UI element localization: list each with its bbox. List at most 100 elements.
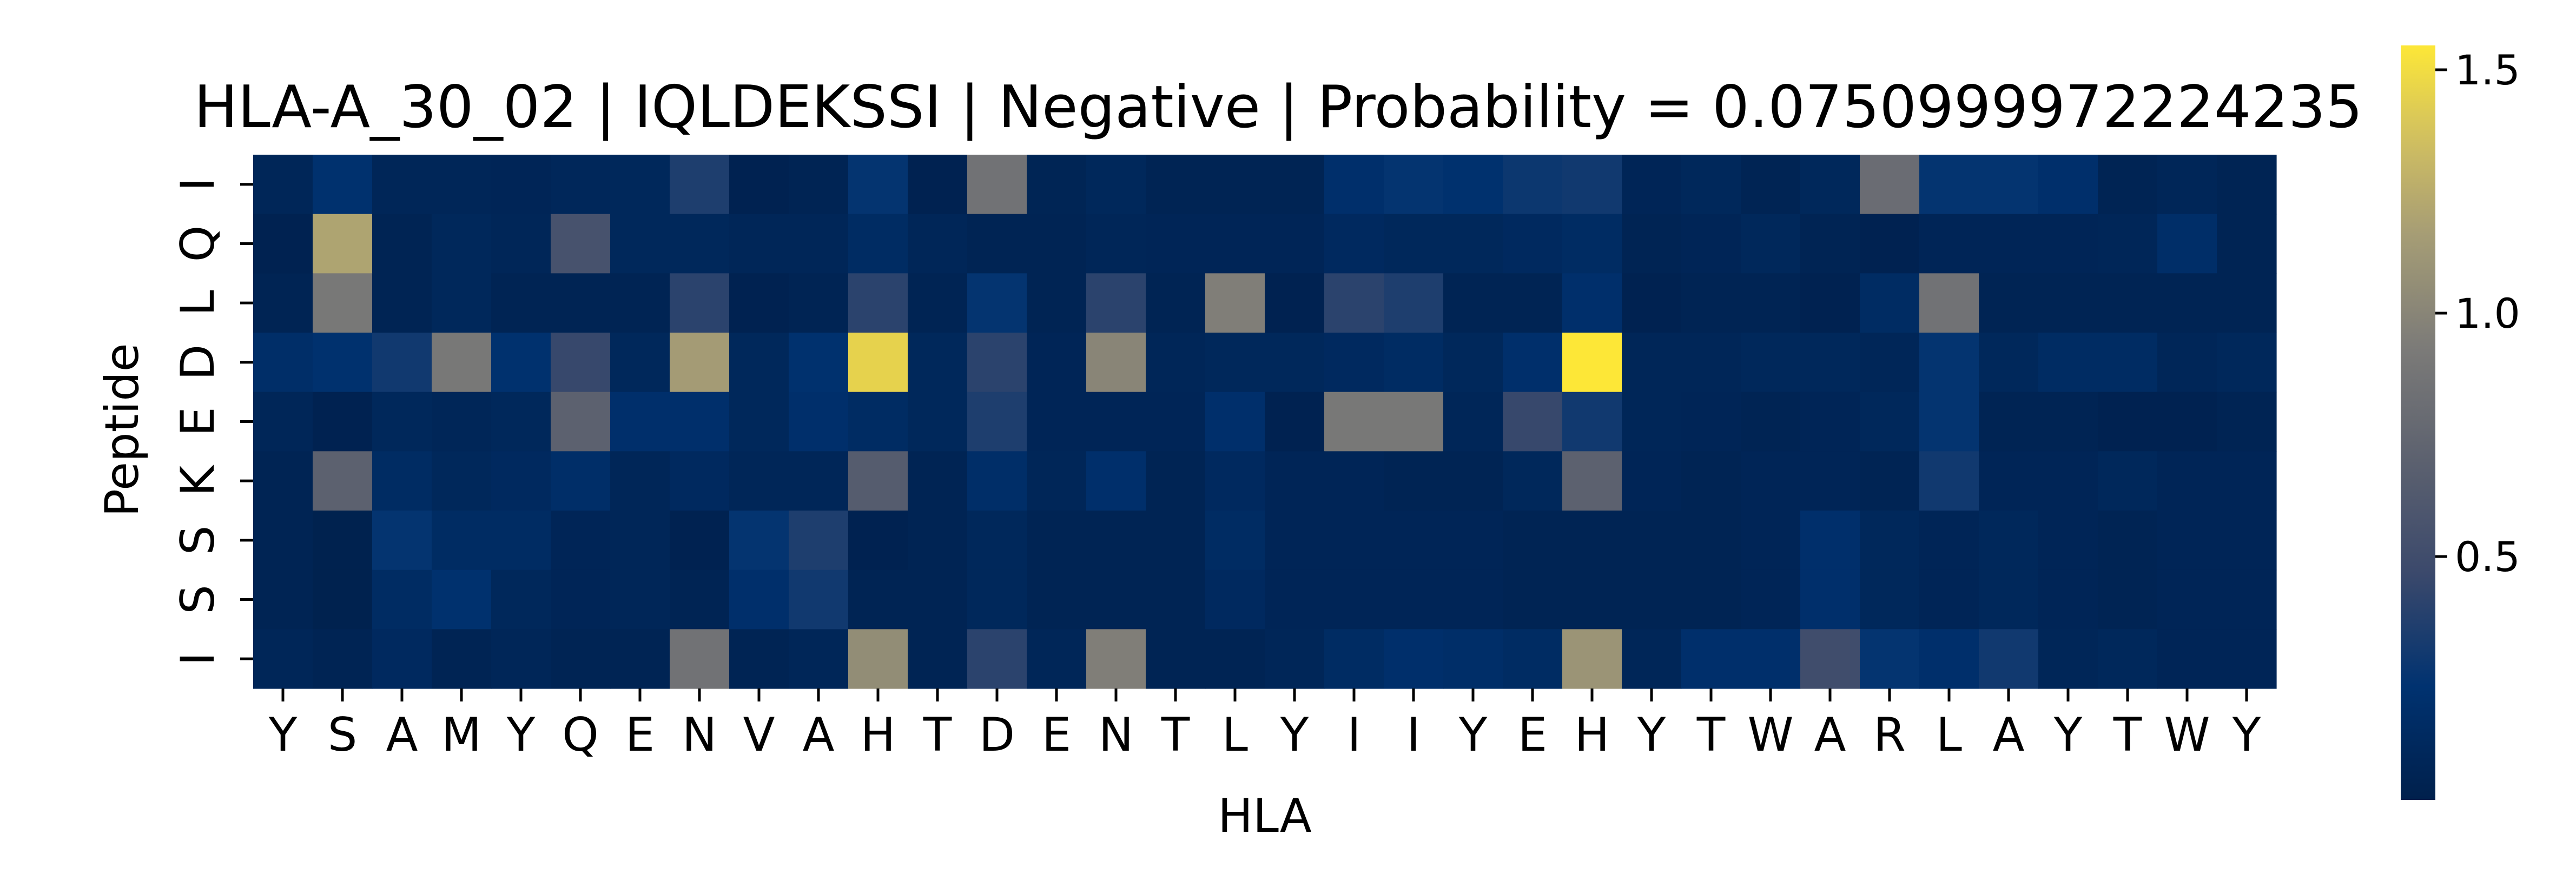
x-tick-label: E <box>1042 708 1071 762</box>
heatmap-cell <box>1146 570 1206 630</box>
heatmap-cell <box>1741 155 1801 215</box>
heatmap-cell <box>2217 570 2277 630</box>
heatmap-cell <box>1681 155 1741 215</box>
heatmap-cell <box>253 214 313 274</box>
heatmap-cell <box>670 511 730 571</box>
heatmap-cell <box>551 570 611 630</box>
heatmap-cell <box>729 155 789 215</box>
heatmap-cell <box>2157 155 2217 215</box>
heatmap-cell <box>1503 155 1563 215</box>
heatmap-cell <box>1027 392 1087 452</box>
heatmap-cell <box>1086 214 1146 274</box>
heatmap-cell <box>2038 570 2098 630</box>
x-tick-label: M <box>441 708 481 762</box>
x-tick-label: D <box>979 708 1015 762</box>
heatmap-cell <box>1860 570 1920 630</box>
heatmap-cell <box>789 629 849 689</box>
heatmap-cell <box>551 273 611 333</box>
heatmap-cell <box>313 333 373 393</box>
heatmap-cell <box>610 392 670 452</box>
heatmap-cell <box>2217 451 2277 511</box>
colorbar-tick-label: 1.5 <box>2455 46 2520 94</box>
y-tick-label: I <box>171 652 225 665</box>
x-tick-label: H <box>861 708 896 762</box>
heatmap-cell <box>1741 629 1801 689</box>
heatmap-cell <box>1800 629 1860 689</box>
heatmap-cell <box>610 214 670 274</box>
heatmap-cell <box>253 570 313 630</box>
heatmap-cell <box>313 214 373 274</box>
heatmap-cell <box>2098 451 2158 511</box>
heatmap-cell <box>1443 629 1503 689</box>
heatmap-cell <box>1622 333 1682 393</box>
x-axis-label: HLA <box>1218 789 1312 843</box>
heatmap-cell <box>1919 392 1979 452</box>
heatmap-cell <box>551 511 611 571</box>
heatmap-cell <box>1027 333 1087 393</box>
x-tick-label: T <box>923 708 952 762</box>
heatmap-cell <box>1681 629 1741 689</box>
heatmap-cell <box>1324 511 1384 571</box>
heatmap-cell <box>1146 214 1206 274</box>
x-tick-label: A <box>803 708 835 762</box>
heatmap-cell <box>1741 570 1801 630</box>
heatmap-cell <box>1146 333 1206 393</box>
heatmap-cell <box>729 333 789 393</box>
heatmap-cell <box>789 511 849 571</box>
heatmap-cell <box>372 629 432 689</box>
heatmap-cell <box>253 511 313 571</box>
y-axis-label: Peptide <box>95 343 149 517</box>
heatmap-cell <box>1800 214 1860 274</box>
heatmap-cell <box>1384 570 1444 630</box>
heatmap-cell <box>908 570 968 630</box>
heatmap-cell <box>1681 570 1741 630</box>
heatmap-cell <box>253 273 313 333</box>
heatmap-cell <box>1384 155 1444 215</box>
heatmap-cell <box>967 629 1027 689</box>
heatmap-cell <box>2098 214 2158 274</box>
heatmap-cell <box>1324 333 1384 393</box>
heatmap-cell <box>491 570 551 630</box>
heatmap-cell <box>1503 629 1563 689</box>
heatmap-cell <box>1205 273 1265 333</box>
heatmap-cell <box>1205 629 1265 689</box>
x-tick-label: E <box>625 708 655 762</box>
heatmap-cell <box>1086 511 1146 571</box>
heatmap-cell <box>491 273 551 333</box>
heatmap-cell <box>1146 155 1206 215</box>
x-tick-label: Q <box>562 708 599 762</box>
x-tick-label: A <box>1814 708 1846 762</box>
heatmap-cell <box>908 392 968 452</box>
heatmap-cell <box>789 155 849 215</box>
heatmap-cell <box>551 451 611 511</box>
heatmap-cell <box>1205 392 1265 452</box>
heatmap-cell <box>2038 511 2098 571</box>
heatmap-cell <box>670 451 730 511</box>
heatmap-cell <box>1919 155 1979 215</box>
heatmap-cell <box>2217 214 2277 274</box>
heatmap-cell <box>1324 451 1384 511</box>
heatmap-cell <box>1443 511 1503 571</box>
heatmap-cell <box>1622 214 1682 274</box>
heatmap-cell <box>1205 511 1265 571</box>
heatmap-cell <box>1384 629 1444 689</box>
heatmap-cell <box>610 629 670 689</box>
heatmap-cell <box>372 333 432 393</box>
heatmap-cell <box>1443 214 1503 274</box>
heatmap-cell <box>1979 629 2039 689</box>
heatmap-cell <box>1027 214 1087 274</box>
heatmap-cell <box>1503 511 1563 571</box>
heatmap-cell <box>1384 511 1444 571</box>
heatmap-cell <box>1265 392 1325 452</box>
heatmap-cell <box>729 273 789 333</box>
heatmap-cell <box>729 392 789 452</box>
heatmap-cell <box>1503 273 1563 333</box>
heatmap-cell <box>253 155 313 215</box>
heatmap-cell <box>610 451 670 511</box>
heatmap-cell <box>1800 155 1860 215</box>
heatmap-cell <box>789 451 849 511</box>
heatmap-cell <box>1146 629 1206 689</box>
heatmap-cell <box>967 511 1027 571</box>
heatmap-cell <box>491 511 551 571</box>
